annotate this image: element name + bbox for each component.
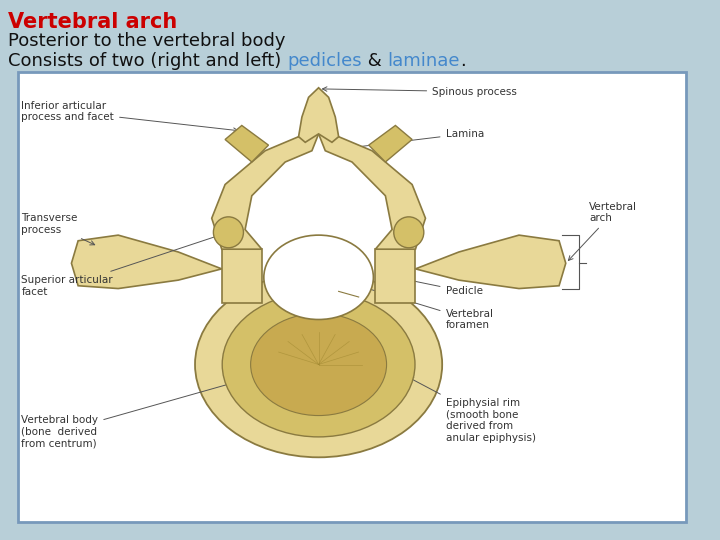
Text: Inferior articular
process and facet: Inferior articular process and facet xyxy=(22,100,238,132)
Text: Transverse
process: Transverse process xyxy=(22,213,94,245)
Ellipse shape xyxy=(251,313,387,416)
Text: Vertebral
foramen: Vertebral foramen xyxy=(362,286,493,330)
Text: Vertebral
arch: Vertebral arch xyxy=(568,202,637,260)
Polygon shape xyxy=(71,235,222,288)
Text: Pedicle: Pedicle xyxy=(399,277,482,296)
Ellipse shape xyxy=(195,272,442,457)
Ellipse shape xyxy=(213,217,243,248)
Text: Vertebral body
(bone  derived
from centrum): Vertebral body (bone derived from centru… xyxy=(22,381,235,449)
Text: Lamina: Lamina xyxy=(353,129,484,149)
Bar xyxy=(18,72,686,522)
Text: Spinous process: Spinous process xyxy=(323,87,517,97)
Text: Epiphysial rim
(smooth bone
derived from
anular epiphysis): Epiphysial rim (smooth bone derived from… xyxy=(409,377,536,443)
Text: Posterior to the vertebral body: Posterior to the vertebral body xyxy=(8,32,286,50)
Text: laminae: laminae xyxy=(387,52,459,70)
Polygon shape xyxy=(212,134,318,249)
Text: Vertebral arch: Vertebral arch xyxy=(8,12,177,32)
Polygon shape xyxy=(222,249,262,302)
Polygon shape xyxy=(225,125,269,162)
Polygon shape xyxy=(299,87,338,143)
Text: pedicles: pedicles xyxy=(287,52,361,70)
Ellipse shape xyxy=(264,235,374,320)
Ellipse shape xyxy=(394,217,424,248)
Polygon shape xyxy=(369,125,412,162)
Polygon shape xyxy=(318,134,426,249)
Text: Consists of two (right and left): Consists of two (right and left) xyxy=(8,52,287,70)
Text: Superior articular
facet: Superior articular facet xyxy=(22,233,225,296)
Text: &: & xyxy=(361,52,387,70)
Polygon shape xyxy=(375,249,415,302)
Text: .: . xyxy=(459,52,465,70)
Polygon shape xyxy=(415,235,566,288)
Ellipse shape xyxy=(222,292,415,437)
